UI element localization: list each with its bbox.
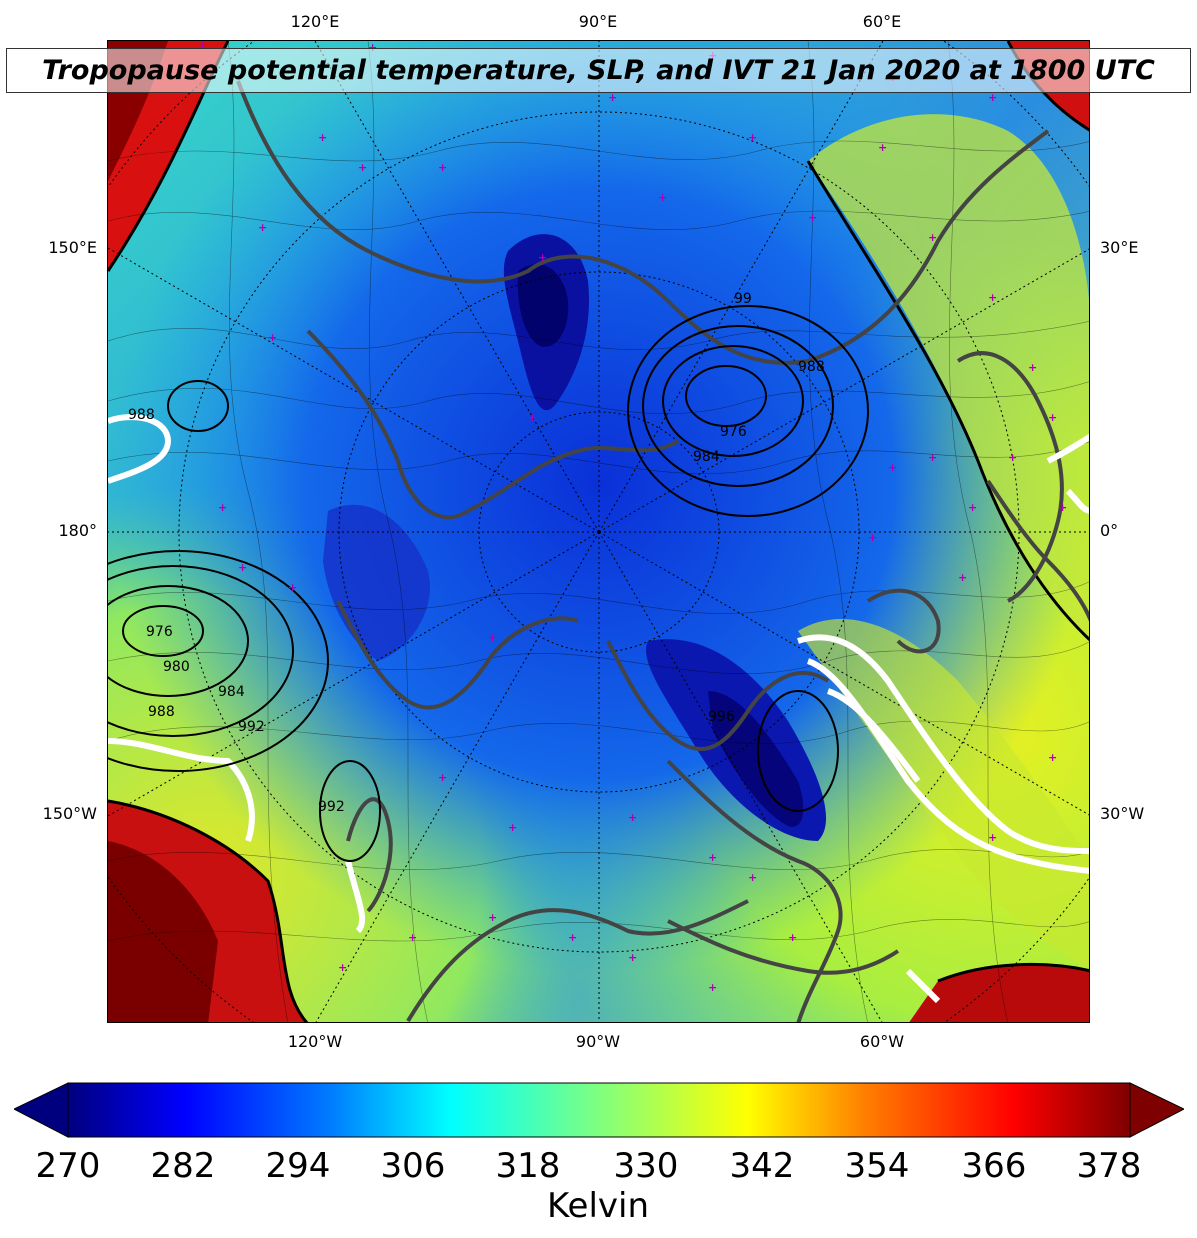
slp-label: 99 [734, 291, 752, 307]
svg-text:+: + [988, 91, 997, 104]
map-svg: 99 988 976 984 988 976 980 984 988 992 9… [108, 41, 1089, 1022]
svg-text:+: + [788, 931, 797, 944]
svg-text:+: + [508, 821, 517, 834]
colorbar [12, 1082, 1186, 1140]
svg-text:+: + [238, 561, 247, 574]
colorbar-label: Kelvin [546, 1186, 650, 1226]
lon-label-left: 180° [58, 521, 97, 540]
lon-label-right: 30°W [1100, 804, 1145, 823]
slp-label: 988 [798, 359, 825, 375]
warm-region-se [909, 964, 1089, 1022]
svg-text:+: + [288, 581, 297, 594]
lon-label-top: 120°E [290, 12, 340, 31]
colorbar-extend-max [1129, 1082, 1186, 1138]
colorbar-tick: 330 [613, 1146, 679, 1186]
slp-label: 988 [128, 407, 155, 423]
theta-contours [108, 41, 1089, 1022]
svg-text:+: + [988, 831, 997, 844]
slp-label: 992 [318, 799, 345, 815]
svg-text:+: + [318, 131, 327, 144]
svg-text:+: + [568, 931, 577, 944]
svg-text:+: + [708, 981, 717, 994]
colorbar-svg [12, 1082, 1186, 1138]
svg-text:+: + [408, 931, 417, 944]
svg-text:+: + [868, 531, 877, 544]
lon-label-left: 150°E [48, 238, 97, 257]
ivt-contours [108, 414, 1089, 1004]
warm-tongue-europe [808, 114, 1089, 640]
colorbar-tick: 378 [1076, 1146, 1142, 1186]
slp-contours [108, 305, 869, 862]
svg-text:+: + [528, 411, 537, 424]
svg-text:+: + [1058, 501, 1067, 514]
svg-text:+: + [608, 91, 617, 104]
svg-text:+: + [968, 501, 977, 514]
svg-text:+: + [808, 211, 817, 224]
colorbar-tick: 294 [265, 1146, 331, 1186]
slp-label: 988 [148, 704, 175, 720]
coastlines [236, 80, 1089, 1022]
svg-text:+: + [708, 851, 717, 864]
svg-text:+: + [438, 771, 447, 784]
warm-core-sw [108, 841, 218, 1022]
svg-text:+: + [748, 131, 757, 144]
colorbar-gradient [67, 1082, 1131, 1138]
svg-text:+: + [1008, 451, 1017, 464]
slp-label: 984 [218, 684, 245, 700]
colorbar-extend-min [12, 1082, 69, 1138]
slp-label: 976 [720, 424, 747, 440]
svg-text:+: + [218, 501, 227, 514]
slp-labels: 99 988 976 984 988 976 980 984 988 992 9… [128, 291, 825, 815]
svg-text:+: + [488, 631, 497, 644]
cold-core-labrador [708, 691, 804, 827]
lon-label-left: 150°W [42, 804, 97, 823]
svg-text:+: + [438, 161, 447, 174]
svg-text:+: + [368, 41, 377, 54]
svg-text:+: + [628, 811, 637, 824]
slp-label: 992 [238, 719, 265, 735]
lon-label-bottom: 90°W [575, 1032, 621, 1051]
warm-tongue-atlantic [798, 619, 1089, 970]
svg-text:+: + [1048, 411, 1057, 424]
colorbar-tick: 342 [729, 1146, 795, 1186]
svg-text:+: + [988, 291, 997, 304]
lon-label-right: 0° [1100, 521, 1119, 540]
lon-label-top: 90°E [578, 12, 618, 31]
colorbar-tick: 282 [150, 1146, 216, 1186]
slp-label: 984 [693, 449, 720, 465]
svg-text:+: + [878, 141, 887, 154]
svg-text:+: + [928, 451, 937, 464]
svg-text:+: + [928, 231, 937, 244]
svg-text:+: + [358, 161, 367, 174]
svg-text:+: + [628, 951, 637, 964]
lon-label-top: 60°E [862, 12, 902, 31]
map-panel: 99 988 976 984 988 976 980 984 988 992 9… [107, 40, 1090, 1023]
slp-label: 996 [708, 709, 735, 725]
lon-label-right: 30°E [1100, 238, 1139, 257]
colorbar-tick: 354 [844, 1146, 910, 1186]
svg-text:+: + [488, 911, 497, 924]
colorbar-tick: 366 [961, 1146, 1027, 1186]
svg-text:+: + [888, 461, 897, 474]
lon-label-bottom: 120°W [287, 1032, 343, 1051]
colorbar-tick: 318 [495, 1146, 561, 1186]
slp-label: 980 [163, 659, 190, 675]
svg-text:+: + [748, 871, 757, 884]
svg-text:+: + [258, 221, 267, 234]
svg-text:+: + [658, 191, 667, 204]
colorbar-tick: 306 [380, 1146, 446, 1186]
svg-text:+: + [1028, 361, 1037, 374]
slp-label: 976 [146, 624, 173, 640]
cold-core-siberia [517, 264, 569, 347]
lon-label-bottom: 60°W [859, 1032, 905, 1051]
svg-text:+: + [538, 251, 547, 264]
graticule [108, 41, 1089, 1022]
svg-text:+: + [198, 41, 207, 52]
colorbar-tick: 270 [35, 1146, 101, 1186]
svg-text:+: + [338, 961, 347, 974]
svg-text:+: + [268, 331, 277, 344]
map-title: Tropopause potential temperature, SLP, a… [6, 48, 1191, 93]
svg-text:+: + [958, 571, 967, 584]
svg-text:+: + [1048, 751, 1057, 764]
